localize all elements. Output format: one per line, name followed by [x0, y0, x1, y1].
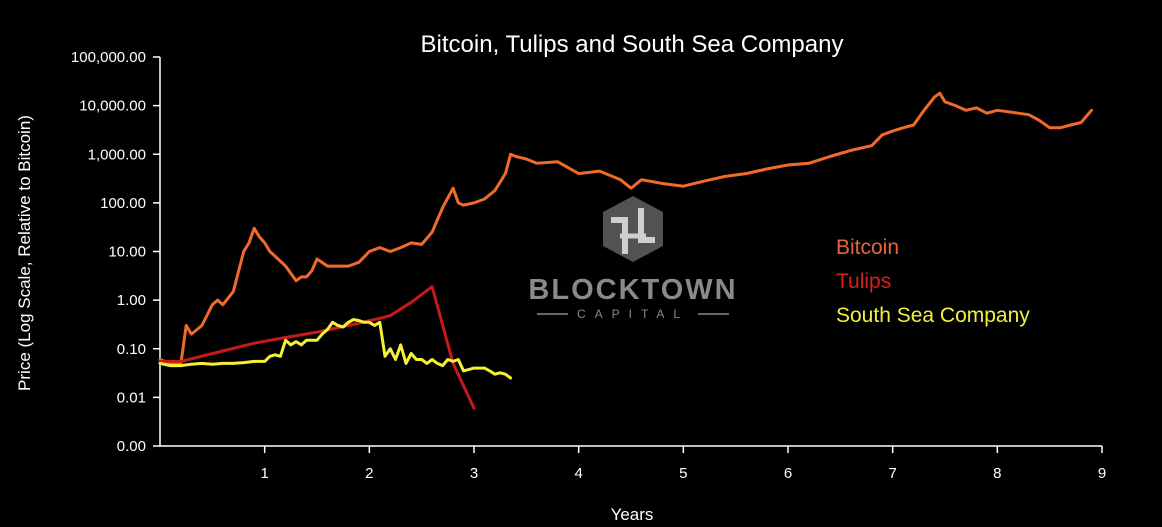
x-tick-label: 4	[574, 465, 582, 482]
x-tick-label: 2	[365, 465, 373, 482]
y-tick-label: 0.00	[117, 438, 146, 455]
watermark: BLOCKTOWN CAPITAL	[528, 196, 737, 321]
x-tick-label: 5	[679, 465, 687, 482]
y-tick-label: 100.00	[100, 195, 146, 212]
legend-entry-tulips: Tulips	[836, 270, 891, 293]
series-line-south-sea-company	[158, 318, 513, 380]
series-line-bitcoin	[158, 91, 1093, 365]
blocktown-logo-icon	[603, 196, 663, 262]
x-axis: 1 2 3 4 5 6 7 8 9	[160, 445, 1106, 482]
watermark-subtitle: CAPITAL	[577, 307, 689, 321]
series-lines	[158, 91, 1093, 410]
legend: Bitcoin Tulips South Sea Company	[836, 236, 1030, 327]
watermark-name: BLOCKTOWN	[528, 274, 737, 306]
x-tick-label: 7	[888, 465, 896, 482]
chart-title: Bitcoin, Tulips and South Sea Company	[421, 31, 844, 58]
y-tick-label: 10,000.00	[79, 98, 146, 115]
legend-entry-bitcoin: Bitcoin	[836, 236, 899, 259]
y-axis: 0.00 0.01 0.10 1.00 10.00 100.00 1,000.00 10,00…	[71, 49, 161, 455]
y-axis-label: Price (Log Scale, Relative to Bitcoin)	[15, 115, 34, 391]
y-tick-label: 0.01	[117, 389, 146, 406]
y-tick-label: 10.00	[108, 244, 146, 261]
x-tick-label: 9	[1098, 465, 1106, 482]
x-tick-label: 6	[784, 465, 792, 482]
y-tick-label: 0.10	[117, 341, 146, 358]
x-tick-label: 3	[470, 465, 478, 482]
legend-entry-south-sea-company: South Sea Company	[836, 304, 1030, 327]
y-tick-label: 1.00	[117, 292, 146, 309]
series-line-tulips	[158, 285, 476, 410]
y-tick-label: 100,000.00	[71, 49, 146, 66]
x-axis-label: Years	[611, 505, 654, 524]
x-tick-label: 8	[993, 465, 1001, 482]
x-tick-label: 1	[260, 465, 268, 482]
y-tick-label: 1,000.00	[88, 146, 146, 163]
